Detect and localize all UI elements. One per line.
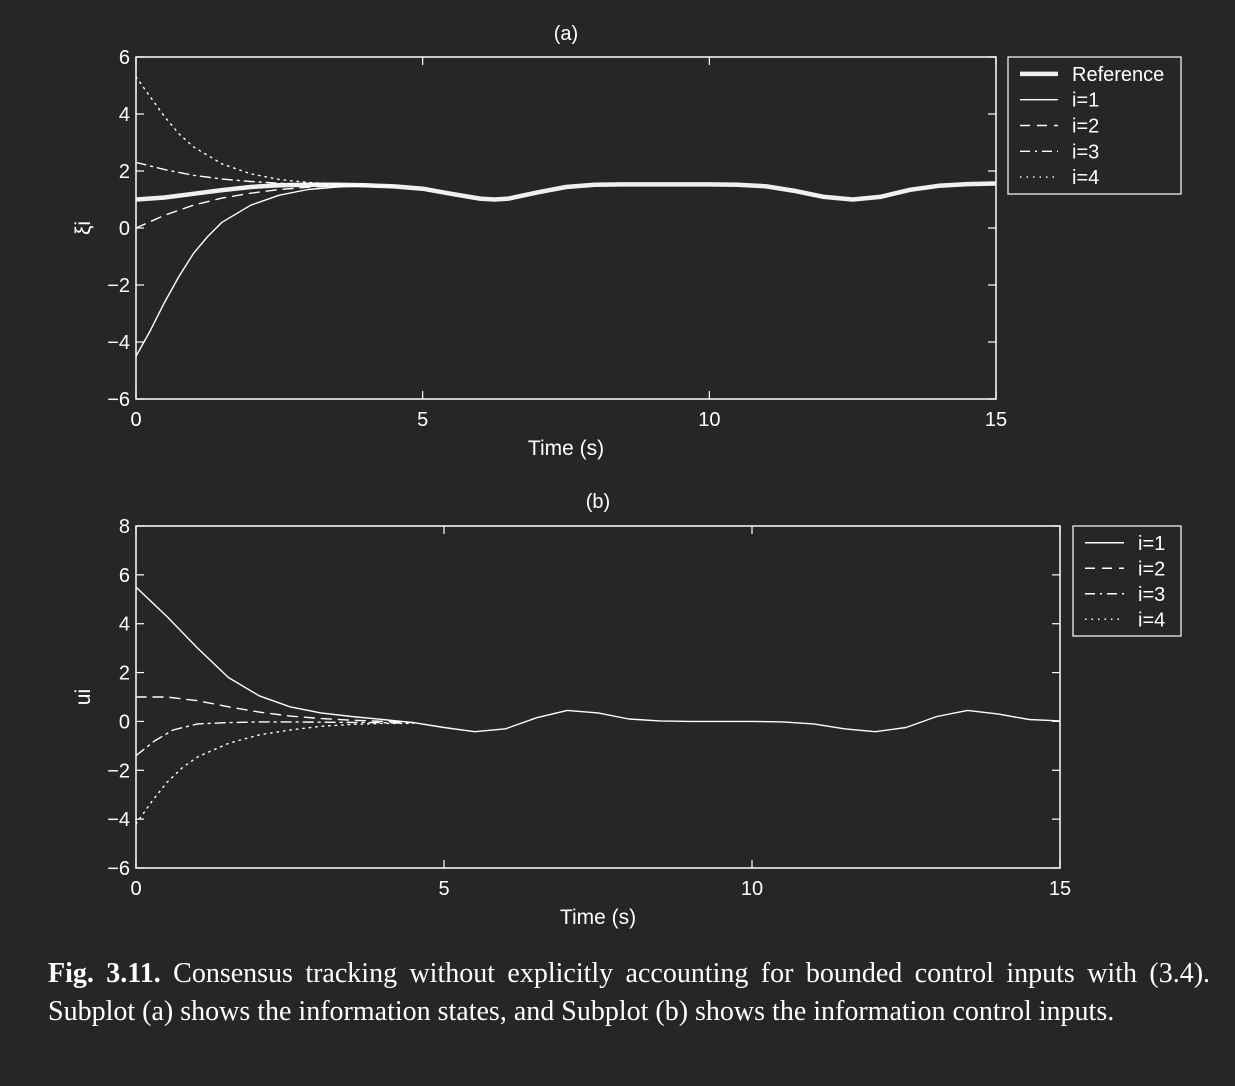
series-line-reference xyxy=(136,181,996,202)
y-tick-label: −2 xyxy=(107,760,130,782)
x-tick-label: 10 xyxy=(698,409,720,431)
x-axis-label: Time (s) xyxy=(528,437,604,460)
figure-caption: Fig. 3.11. Consensus tracking without ex… xyxy=(48,955,1210,1031)
y-axis-label: ξi xyxy=(72,221,95,235)
plot-frame xyxy=(135,525,1061,869)
x-tick-label: 0 xyxy=(130,409,141,431)
y-tick-label: 0 xyxy=(119,218,130,240)
x-tick-label: 15 xyxy=(1049,878,1071,900)
series-line-i-3 xyxy=(136,161,366,187)
x-tick-label: 10 xyxy=(741,878,763,900)
chart-title: (b) xyxy=(586,491,610,513)
legend-label: Reference xyxy=(1072,64,1164,86)
y-axis-label: ui xyxy=(72,689,95,705)
x-tick-label: 0 xyxy=(130,878,141,900)
y-tick-label: 6 xyxy=(119,47,130,69)
series-line-i-2 xyxy=(136,696,414,724)
subplot-a: 0 5 10 15 6 4 2 0 −2 −4 −6 (a) Time (s) ξi Reference i=… xyxy=(72,23,1182,460)
legend-label: i=1 xyxy=(1072,90,1099,112)
x-tick-label: 15 xyxy=(985,409,1007,431)
series-line-i-4 xyxy=(136,76,366,187)
legend-label: i=1 xyxy=(1138,533,1165,555)
y-tick-label: 4 xyxy=(119,614,130,636)
legend-label: i=2 xyxy=(1072,116,1099,138)
y-tick-label: −6 xyxy=(107,389,130,411)
y-tick-label: 8 xyxy=(119,516,130,538)
x-axis-label: Time (s) xyxy=(560,906,636,929)
legend-label: i=2 xyxy=(1138,558,1165,580)
x-tick-label: 5 xyxy=(417,409,428,431)
x-tick-label: 5 xyxy=(438,878,449,900)
caption-label: Fig. 3.11. xyxy=(48,958,161,989)
subplot-b: 0 5 10 15 8 6 4 2 0 −2 −4 −6 (b) Time (s) ui i=1 i=2 i=3 i… xyxy=(72,491,1182,929)
y-tick-label: 2 xyxy=(119,161,130,183)
y-tick-label: −6 xyxy=(107,858,130,880)
legend-label: i=3 xyxy=(1072,141,1099,163)
series-line-i-2 xyxy=(136,184,366,229)
legend-box xyxy=(1007,56,1182,195)
y-tick-label: 0 xyxy=(119,711,130,733)
series-line-i-1 xyxy=(136,185,395,357)
series-line-i-3 xyxy=(136,721,414,757)
y-tick-label: −4 xyxy=(107,332,130,354)
y-tick-label: 4 xyxy=(119,104,130,126)
y-tick-label: 2 xyxy=(119,663,130,685)
chart-title: (a) xyxy=(554,23,578,45)
series-line-i-1 xyxy=(136,586,1060,733)
series-line-i-4 xyxy=(136,722,414,825)
y-tick-label: −4 xyxy=(107,809,130,831)
y-tick-label: −2 xyxy=(107,275,130,297)
legend-label: i=4 xyxy=(1138,609,1165,631)
plot-frame xyxy=(135,56,997,400)
caption-text: Consensus tracking without explicitly ac… xyxy=(48,958,1211,1027)
legend-label: i=3 xyxy=(1138,584,1165,606)
legend-label: i=4 xyxy=(1072,167,1099,189)
figure: 0 5 10 15 6 4 2 0 −2 −4 −6 (a) Time (s) ξi Reference i=… xyxy=(72,23,1182,929)
legend-box xyxy=(1072,525,1182,637)
y-tick-label: 6 xyxy=(119,565,130,587)
